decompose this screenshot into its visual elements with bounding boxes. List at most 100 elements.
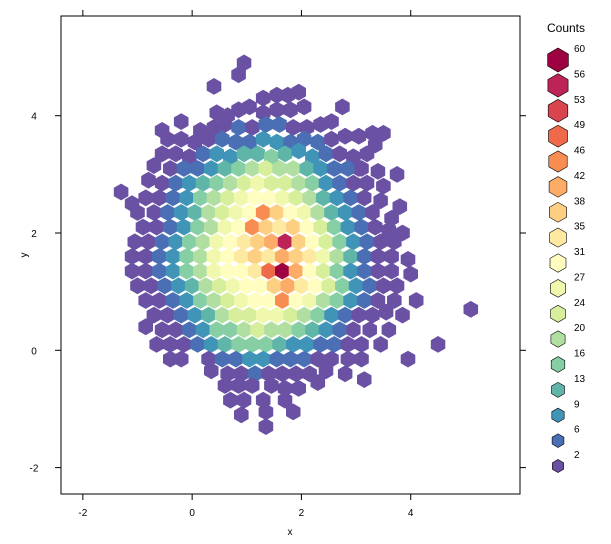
hex-cell (245, 377, 260, 394)
hex-cell (373, 192, 388, 210)
hex-cell (195, 174, 211, 192)
hex-cell (223, 148, 238, 166)
hex-cell (343, 292, 358, 309)
hex-cell (217, 218, 233, 236)
y-tick-label: 4 (31, 112, 37, 123)
hex-cell (354, 218, 369, 236)
legend-swatch (549, 279, 567, 298)
hex-cell (228, 204, 244, 221)
hex-cell (138, 292, 153, 309)
hex-cell (359, 233, 375, 251)
hex-cell (332, 321, 347, 339)
hex-cell (324, 130, 339, 148)
hex-cell (346, 148, 361, 166)
hex-cell (130, 277, 145, 295)
hex-cell (160, 130, 175, 148)
hex-cell (313, 336, 328, 353)
hex-cell (286, 336, 301, 353)
hex-cell (310, 306, 326, 324)
hex-cell (214, 350, 230, 368)
hex-cell (283, 204, 298, 221)
hex-cell (236, 391, 252, 409)
hex-cell (236, 233, 252, 251)
hex-cell (389, 166, 405, 183)
hex-cell (124, 262, 140, 280)
hex-cell (395, 306, 410, 324)
hex-cell (299, 336, 315, 353)
hex-cell (242, 98, 257, 116)
hex-cell (173, 204, 189, 221)
hex-cell (332, 174, 347, 192)
legend-label: 24 (574, 298, 586, 309)
legend-swatch (549, 201, 567, 223)
hex-cell (152, 262, 167, 280)
hex-cell (381, 221, 397, 239)
hex-cell (206, 262, 222, 280)
hex-cell (195, 145, 211, 163)
legend-swatch (547, 47, 569, 73)
hex-cell (430, 336, 446, 353)
hex-cell (384, 262, 399, 280)
hex-cell (231, 66, 246, 84)
hex-cell (286, 403, 301, 421)
hex-cell (275, 365, 290, 383)
hex-cell (296, 204, 312, 221)
legend-swatch (548, 124, 568, 148)
hex-cell (135, 218, 151, 236)
hex-cell (283, 350, 298, 368)
hex-cell (168, 321, 183, 339)
hex-cell (154, 145, 170, 163)
hex-cell (310, 204, 326, 221)
hex-cell (357, 189, 372, 207)
hex-cell (182, 233, 197, 251)
hex-cell (275, 248, 290, 265)
hex-cell (193, 248, 208, 265)
hex-cell (141, 233, 156, 251)
hex-cell (387, 292, 402, 309)
hex-cell (245, 218, 260, 236)
hex-cell (209, 145, 224, 163)
hex-cell (373, 336, 388, 353)
hex-cell (234, 262, 249, 280)
y-axis-title: y (19, 253, 30, 258)
hex-cell (261, 189, 276, 207)
hex-cell (206, 78, 222, 95)
legend-label: 60 (574, 44, 586, 55)
hex-cell (193, 292, 208, 309)
legend-swatch (547, 99, 569, 123)
hex-cell (247, 248, 263, 265)
hex-cell (337, 127, 353, 145)
hex-cell (231, 218, 246, 236)
hex-cell (217, 116, 233, 133)
hex-cell (329, 248, 345, 265)
hex-cell (286, 218, 301, 236)
hex-cell (294, 277, 309, 295)
hex-cell (165, 248, 181, 265)
hex-cell (376, 124, 391, 142)
hex-cell (187, 306, 203, 324)
hex-cell (242, 133, 257, 151)
hex-cell (223, 174, 238, 192)
hex-cell (204, 336, 219, 353)
hex-cell (201, 204, 216, 221)
hex-cell (313, 218, 328, 236)
hex-cell (206, 189, 222, 207)
hex-cell (234, 189, 249, 207)
hex-cell (250, 321, 265, 339)
hex-cell (223, 391, 238, 409)
hex-cell (316, 248, 331, 265)
legend-swatch (549, 253, 567, 273)
hex-cell (269, 350, 285, 368)
hex-cell (168, 145, 183, 163)
hex-cell (291, 380, 306, 397)
hex-cell (296, 306, 312, 324)
hex-cell (365, 306, 380, 324)
legend-label: 42 (574, 171, 586, 182)
hex-cell (198, 277, 214, 295)
hex-cell (288, 189, 304, 207)
hex-cell (154, 174, 170, 192)
hex-cell (255, 306, 271, 324)
hex-cell (223, 321, 238, 339)
hex-cell (149, 336, 164, 353)
